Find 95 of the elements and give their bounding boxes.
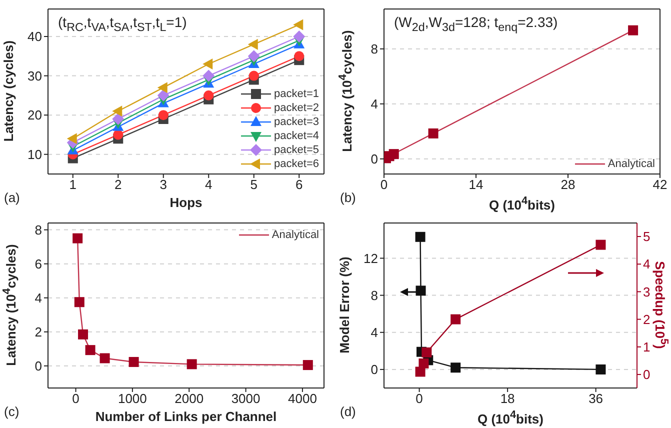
- point: [78, 329, 88, 340]
- x-tick-label: 3000: [231, 391, 260, 406]
- x-tick-label: 0: [72, 391, 80, 406]
- x-tick-label: 1000: [118, 391, 147, 406]
- point: [248, 70, 259, 81]
- y-tick-label: 4: [34, 290, 42, 306]
- x-axis-title: Q (10$^{4}$bits): [488, 195, 556, 212]
- point: [204, 90, 214, 100]
- x-axis-title: Q (10$^{4}$bits): [476, 409, 544, 426]
- point: [422, 347, 432, 358]
- point: [596, 364, 606, 374]
- legend-label: Analytical: [608, 157, 655, 171]
- y2-tick-label: 5: [643, 229, 650, 244]
- point: [85, 345, 96, 356]
- x-tick-label: 2000: [174, 391, 204, 406]
- x-tick-label: 0: [380, 177, 388, 192]
- y-tick-label: 8: [34, 222, 42, 238]
- point: [294, 51, 304, 62]
- y-axis-title: Latency (cycles): [1, 39, 17, 144]
- y-tick-label: 4: [370, 324, 378, 340]
- point: [293, 19, 304, 30]
- x-tick-label: 14: [468, 177, 484, 192]
- y2-tick-label: 2: [643, 312, 650, 327]
- point: [158, 110, 168, 120]
- y2-tick-label: 3: [643, 284, 650, 300]
- point: [248, 38, 258, 50]
- point: [450, 314, 461, 324]
- y-tick-label: 6: [34, 256, 42, 272]
- y2-tick-label: 4: [643, 256, 650, 272]
- text: (b): [340, 190, 356, 205]
- x-tick-label: 36: [588, 391, 604, 406]
- point: [112, 113, 124, 125]
- y-axis-title: Model Error (%): [337, 256, 353, 356]
- x-tick-label: 1: [69, 177, 76, 192]
- text: (d): [340, 404, 356, 419]
- legend-label: packet=6: [274, 157, 319, 171]
- point: [66, 133, 77, 144]
- point: [418, 358, 429, 368]
- point: [100, 353, 110, 364]
- y-tick-label: 0: [370, 362, 378, 378]
- x-tick-label: 28: [560, 177, 576, 192]
- y-tick-label: 20: [28, 108, 42, 123]
- point: [302, 360, 313, 370]
- y-tick-label: 10: [28, 146, 42, 162]
- point: [628, 25, 638, 36]
- text: (t$_{RC}$,t$_{VA}$,t$_{SA}$,t$_{ST}$,t$_{L}$=1): [58, 14, 187, 34]
- y2-tick-label: 0: [643, 367, 650, 382]
- x-tick-label: 18: [500, 391, 515, 406]
- point: [157, 82, 168, 94]
- y-tick-label: 40: [28, 29, 42, 44]
- point: [202, 70, 215, 82]
- x-axis-title: Hops: [168, 195, 204, 210]
- point: [248, 50, 260, 62]
- annotation: (W$_{2d}$,W$_{3d}$=128; t$_{enq}$=2.33): [394, 14, 558, 34]
- y-tick-label: 0: [34, 358, 42, 374]
- legend-label: packet=4: [274, 129, 319, 143]
- x-tick-label: 4000: [288, 391, 317, 406]
- y-tick-label: 4: [370, 96, 378, 112]
- y-tick-label: 8: [370, 288, 378, 303]
- text: (c): [4, 404, 20, 419]
- y-tick-label: 0: [370, 151, 378, 166]
- x-tick-label: 3: [160, 177, 167, 192]
- point: [450, 362, 461, 373]
- x-tick-label: 5: [250, 177, 258, 192]
- x-tick-label: 42: [652, 177, 668, 192]
- point: [415, 232, 426, 242]
- point: [388, 149, 399, 160]
- point: [186, 359, 197, 370]
- point: [416, 286, 426, 296]
- y-tick-label: 30: [28, 68, 42, 84]
- point: [202, 58, 213, 70]
- legend-label: packet=5: [274, 143, 319, 157]
- y2-tick-label: 1: [643, 340, 650, 355]
- x-tick-label: 6: [296, 177, 303, 192]
- point: [74, 297, 84, 308]
- legend-label: packet=1: [274, 87, 319, 101]
- point: [72, 233, 83, 244]
- y-tick-label: 8: [370, 41, 378, 56]
- point: [596, 240, 606, 250]
- x-tick-label: 4: [205, 177, 212, 192]
- x-tick-label: 2: [114, 177, 122, 192]
- point: [113, 130, 124, 140]
- x-tick-label: 0: [416, 391, 423, 406]
- point: [157, 89, 170, 102]
- point: [128, 356, 139, 367]
- point: [428, 128, 438, 138]
- text: (a): [4, 190, 20, 205]
- legend-label: Analytical: [272, 228, 319, 242]
- legend-label: packet=2: [274, 101, 319, 115]
- point: [293, 30, 306, 42]
- point: [112, 106, 122, 117]
- x-axis-title: Number of Links per Channel: [94, 409, 278, 424]
- y-tick-label: 2: [34, 324, 42, 340]
- y-tick-label: 12: [364, 250, 378, 266]
- legend-label: packet=3: [274, 115, 319, 129]
